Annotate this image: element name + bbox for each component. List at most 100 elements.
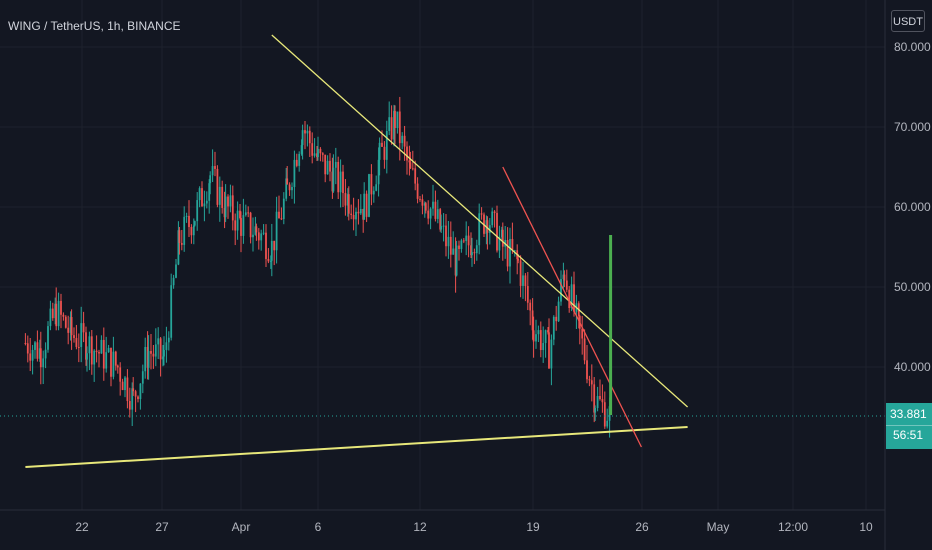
- candle-up: [211, 166, 214, 176]
- candle-down: [319, 148, 322, 154]
- candle-up: [488, 225, 491, 233]
- candle-down: [324, 154, 327, 175]
- candle-down: [29, 353, 32, 361]
- candle-up: [423, 203, 426, 206]
- candle-up: [535, 334, 537, 342]
- currency-button[interactable]: USDT: [891, 10, 925, 32]
- candle-down: [316, 153, 318, 158]
- candle-up: [298, 153, 301, 166]
- candle-down: [60, 300, 62, 315]
- candle-down: [506, 240, 509, 267]
- candle-up: [460, 240, 463, 249]
- candle-up: [375, 184, 378, 191]
- candle-down: [116, 365, 119, 368]
- candle-down: [408, 160, 411, 163]
- candle-up: [522, 275, 524, 286]
- candle-down: [462, 240, 465, 242]
- candle-up: [313, 153, 316, 156]
- candle-down: [342, 171, 344, 194]
- candle-down: [496, 212, 498, 251]
- candle-up: [157, 338, 160, 345]
- candle-up: [377, 159, 380, 185]
- candle-up: [557, 301, 560, 322]
- candle-up: [282, 198, 285, 219]
- candle-down: [152, 353, 155, 357]
- candle-up: [209, 175, 212, 184]
- candle-down: [547, 330, 549, 333]
- x-tick-label: May: [707, 520, 730, 534]
- candle-up: [44, 349, 47, 359]
- candle-down: [85, 332, 87, 360]
- candle-down: [458, 245, 460, 249]
- candle-down: [137, 396, 139, 400]
- candle-up: [368, 174, 370, 217]
- candle-up: [208, 183, 211, 201]
- candle-up: [100, 339, 103, 354]
- candle-up: [270, 240, 273, 261]
- candle-down: [511, 238, 514, 251]
- drawings: [0, 34, 885, 468]
- candle-up: [544, 330, 547, 344]
- candle-down: [36, 342, 39, 359]
- bar-countdown-label: 56:51: [893, 428, 924, 442]
- candle-up: [442, 225, 445, 227]
- candle-up: [262, 232, 265, 234]
- x-tick-label: 12: [413, 520, 427, 534]
- candle-up: [38, 348, 41, 359]
- candle-up: [606, 420, 609, 427]
- candle-up: [550, 339, 553, 369]
- descending-resistance-line[interactable]: [271, 34, 689, 408]
- candle-up: [218, 186, 221, 205]
- candle-down: [201, 188, 203, 207]
- symbol-title: WING / TetherUS, 1h, BINANCE: [8, 19, 181, 33]
- candle-down: [64, 316, 67, 328]
- candle-up: [432, 201, 434, 209]
- candle-up: [332, 167, 335, 192]
- candle-up: [167, 337, 170, 343]
- steep-trendline-line[interactable]: [502, 166, 642, 448]
- candle-down: [249, 212, 252, 238]
- candle-down: [501, 229, 504, 247]
- candle-down: [403, 135, 406, 147]
- candle-down: [424, 203, 427, 211]
- candle-down: [70, 317, 73, 336]
- x-tick-label: 12:00: [778, 520, 808, 534]
- candle-down: [146, 346, 149, 368]
- candle-up: [177, 230, 180, 265]
- x-tick-label: 27: [155, 520, 169, 534]
- candle-up: [355, 211, 357, 220]
- candle-up: [192, 225, 195, 236]
- candle-down: [357, 211, 360, 214]
- candle-up: [162, 356, 164, 360]
- candle-down: [240, 217, 242, 236]
- candle-up: [49, 308, 52, 327]
- candle-down: [480, 213, 483, 215]
- candle-up: [254, 226, 257, 235]
- candle-down: [178, 230, 181, 243]
- candle-down: [470, 245, 472, 256]
- candle-down: [73, 335, 75, 339]
- ascending-support-line[interactable]: [25, 426, 688, 468]
- y-tick-label: 70.000: [894, 120, 931, 134]
- y-tick-label: 80.000: [894, 40, 931, 54]
- grid: [0, 0, 885, 510]
- candle-down: [531, 310, 534, 331]
- candle-up: [88, 336, 91, 354]
- candle-up: [183, 216, 186, 245]
- candle-down: [411, 168, 414, 170]
- candle-up: [562, 274, 565, 280]
- candle-down: [223, 207, 226, 218]
- candle-up: [372, 190, 375, 195]
- candle-up: [193, 221, 196, 226]
- candle-down: [352, 214, 355, 220]
- candle-up: [57, 300, 60, 327]
- candle-down: [278, 211, 280, 219]
- x-tick-label: Apr: [232, 520, 251, 534]
- candle-up: [537, 330, 540, 335]
- candle-down: [529, 302, 532, 311]
- candle-up: [491, 211, 494, 226]
- candle-down: [581, 328, 584, 339]
- candle-down: [134, 391, 137, 397]
- candle-down: [563, 274, 566, 281]
